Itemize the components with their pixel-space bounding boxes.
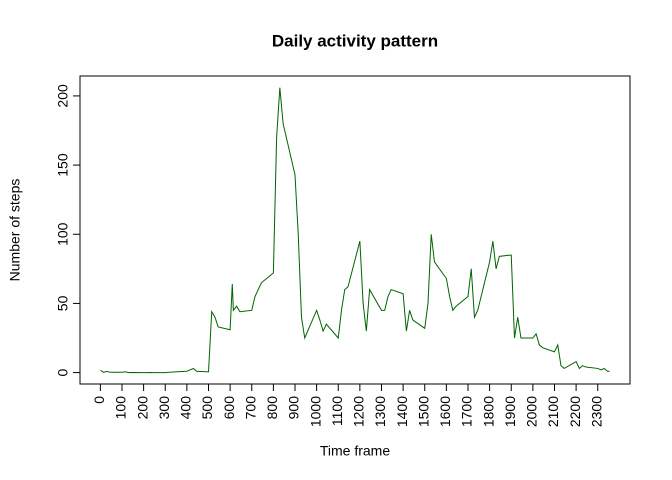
x-tick-label: 2100 [545,396,561,427]
x-tick-label: 200 [134,396,150,420]
chart-title: Daily activity pattern [272,31,438,50]
x-tick-label: 700 [242,396,258,420]
y-tick-label: 100 [55,222,71,246]
y-tick-label: 150 [55,153,71,177]
x-tick-label: 300 [156,396,172,420]
x-tick-label: 1600 [437,396,453,427]
y-tick-label: 200 [55,84,71,108]
y-tick-label: 0 [55,368,71,376]
x-tick-label: 400 [178,396,194,420]
y-tick-label: 50 [55,295,71,311]
x-tick-label: 1300 [372,396,388,427]
x-tick-label: 2300 [588,396,604,427]
x-tick-label: 100 [113,396,129,420]
x-tick-label: 1900 [502,396,518,427]
x-tick-label: 1200 [351,396,367,427]
x-tick-label: 1500 [415,396,431,427]
x-tick-label: 0 [91,396,107,404]
x-tick-label: 600 [221,396,237,420]
x-tick-label: 1000 [307,396,323,427]
x-tick-label: 800 [264,396,280,420]
x-tick-label: 1800 [480,396,496,427]
x-tick-label: 900 [286,396,302,420]
x-axis-label: Time frame [320,443,390,459]
x-tick-label: 500 [199,396,215,420]
y-axis-label: Number of steps [7,179,23,282]
data-line [100,87,610,374]
x-tick-label: 2000 [524,396,540,427]
x-tick-label: 2200 [567,396,583,427]
x-tick-label: 1700 [459,396,475,427]
plot-box [79,75,631,385]
x-tick-label: 1400 [394,396,410,427]
x-tick-label: 1100 [329,396,345,426]
